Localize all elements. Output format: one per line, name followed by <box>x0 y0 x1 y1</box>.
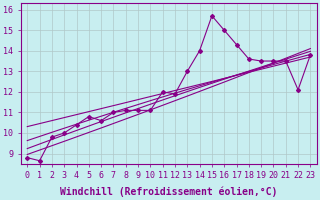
X-axis label: Windchill (Refroidissement éolien,°C): Windchill (Refroidissement éolien,°C) <box>60 186 277 197</box>
